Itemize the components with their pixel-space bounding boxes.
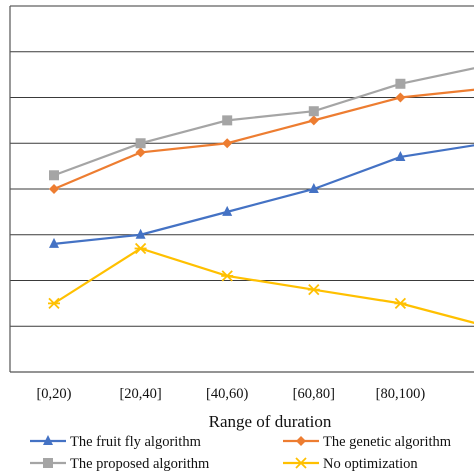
- data-point-marker: [222, 115, 233, 126]
- data-point-marker: [308, 115, 319, 126]
- x-tick-label: [60,80]: [293, 386, 335, 402]
- data-point-marker: [43, 435, 53, 445]
- gridlines: [10, 5, 474, 327]
- series-lines: [53, 67, 474, 324]
- data-point-marker: [395, 150, 406, 161]
- x-tick-label: [80,100): [376, 386, 426, 402]
- data-point-marker: [49, 170, 59, 181]
- data-point-marker: [48, 297, 60, 310]
- x-tick-labels: [0,20)[20,40][40,60)[60,80][80,100)[10: [36, 386, 426, 402]
- data-point-marker: [222, 138, 233, 149]
- data-point-marker: [308, 183, 319, 193]
- data-point-marker: [395, 92, 406, 103]
- data-point-marker: [295, 457, 307, 469]
- data-point-marker: [135, 147, 146, 158]
- data-point-marker: [394, 297, 407, 310]
- x-axis-title: Range of duration: [209, 412, 332, 431]
- data-point-marker: [134, 242, 147, 255]
- data-point-marker: [296, 436, 306, 446]
- x-tick-label: [0,20): [36, 386, 71, 402]
- series-markers: [48, 78, 407, 310]
- data-point-marker: [49, 237, 59, 248]
- data-point-marker: [308, 106, 319, 117]
- series-line: [53, 67, 474, 177]
- data-point-marker: [307, 284, 320, 296]
- legend-label: The genetic algorithm: [323, 434, 452, 450]
- series-line: [53, 144, 474, 245]
- legend-label: No optimization: [323, 456, 418, 472]
- data-point-marker: [43, 458, 53, 468]
- data-point-marker: [222, 205, 233, 216]
- x-tick-label: [40,60): [206, 386, 248, 402]
- series-line: [53, 247, 474, 324]
- x-tick-label: [20,40]: [119, 386, 161, 402]
- data-point-marker: [135, 228, 146, 239]
- data-point-marker: [49, 184, 59, 194]
- series-line: [53, 88, 474, 191]
- legend: The fruit fly algorithm The genetic algor…: [30, 434, 452, 472]
- legend-label: The fruit fly algorithm: [70, 434, 202, 450]
- data-point-marker: [395, 78, 406, 89]
- legend-label: The proposed algorithm: [70, 456, 210, 472]
- data-point-marker: [135, 138, 146, 149]
- data-point-marker: [221, 270, 234, 282]
